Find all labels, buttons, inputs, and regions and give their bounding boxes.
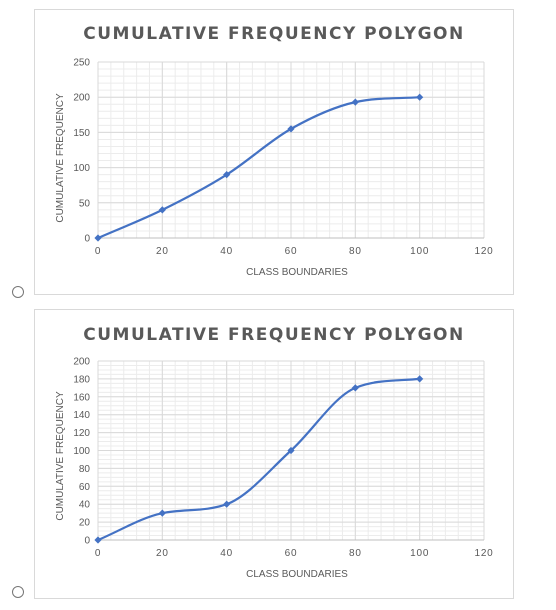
y-tick-label: 20: [79, 518, 91, 529]
data-point-marker: [223, 171, 231, 179]
x-tick-label: 40: [220, 246, 233, 257]
y-tick-label: 100: [73, 446, 90, 457]
y-tick-label: 250: [73, 58, 90, 69]
data-point-marker: [223, 500, 231, 508]
chart-2: CUMULATIVE FREQUENCY POLYGON 0 20 40 60 80 10…: [55, 325, 493, 580]
y-tick-label: 200: [73, 93, 90, 104]
x-tick-label: 100: [410, 246, 429, 257]
y-axis-title: CUMULATIVE FREQUENCY: [55, 391, 66, 521]
chart-1: CUMULATIVE FREQUENCY POLYGON 0 20 40 60 80 10…: [55, 24, 493, 278]
y-tick-label: 100: [73, 163, 90, 174]
y-tick-label: 140: [73, 410, 90, 421]
x-tick-label: 0: [95, 246, 101, 257]
x-tick-label: 60: [285, 548, 298, 559]
chart-title: CUMULATIVE FREQUENCY POLYGON: [83, 24, 464, 44]
data-point-marker: [287, 125, 295, 133]
x-tick-label: 80: [349, 246, 362, 257]
x-axis-title: CLASS BOUNDARIES: [246, 569, 348, 580]
x-tick-label: 20: [156, 246, 169, 257]
y-tick-label: 180: [73, 374, 90, 385]
data-point-marker: [416, 93, 424, 101]
answer-option-2: CUMULATIVE FREQUENCY POLYGON 0 20 40 60 80 10…: [0, 300, 556, 610]
chart-1-frame: CUMULATIVE FREQUENCY POLYGON 0 20 40 60 80 10…: [34, 9, 514, 295]
y-tick-label: 40: [79, 500, 91, 511]
x-tick-label: 120: [474, 548, 493, 559]
data-point-marker: [351, 384, 359, 392]
answer-option-1: CUMULATIVE FREQUENCY POLYGON 0 20 40 60 80 10…: [0, 0, 556, 300]
data-point-marker: [158, 509, 166, 517]
x-axis-title: CLASS BOUNDARIES: [246, 267, 348, 278]
y-tick-label: 0: [84, 536, 90, 547]
data-point-marker: [158, 206, 166, 214]
series-line: [96, 96, 421, 240]
data-point-marker: [94, 234, 102, 242]
data-point-marker: [416, 375, 424, 383]
y-tick-label: 50: [79, 198, 91, 209]
y-axis-title: CUMULATIVE FREQUENCY: [55, 93, 66, 223]
x-tick-label: 20: [156, 548, 169, 559]
x-tick-label: 80: [349, 548, 362, 559]
y-tick-label: 160: [73, 392, 90, 403]
y-tick-label: 0: [84, 234, 90, 245]
x-tick-label: 0: [95, 548, 101, 559]
data-point-marker: [351, 98, 359, 106]
x-tick-label: 60: [285, 246, 298, 257]
chart-title: CUMULATIVE FREQUENCY POLYGON: [83, 325, 464, 345]
series-line: [96, 377, 421, 542]
data-point-marker: [287, 446, 295, 455]
y-tick-label: 80: [79, 464, 91, 475]
x-tick-label: 120: [474, 246, 493, 257]
y-tick-label: 150: [73, 128, 90, 139]
y-tick-label: 200: [73, 357, 90, 368]
chart-2-frame: CUMULATIVE FREQUENCY POLYGON 0 20 40 60 80 10…: [34, 309, 514, 599]
y-tick-label: 60: [79, 482, 91, 493]
x-tick-label: 100: [410, 548, 429, 559]
x-tick-label: 40: [220, 548, 233, 559]
y-tick-label: 120: [73, 428, 90, 439]
option-2-radio[interactable]: [12, 586, 24, 598]
data-point-marker: [94, 536, 102, 544]
option-1-radio[interactable]: [12, 286, 24, 298]
